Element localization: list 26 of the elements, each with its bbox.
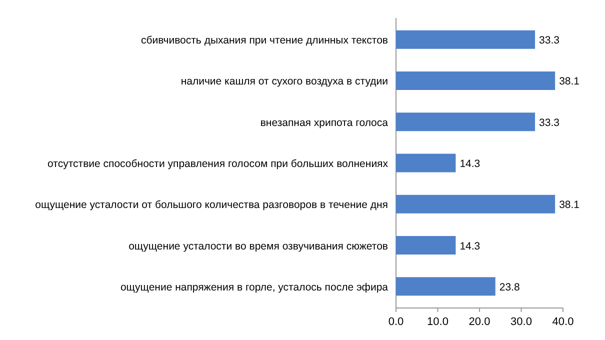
data-label: 33.3 xyxy=(539,34,560,47)
data-label: 14.3 xyxy=(460,158,480,170)
bar xyxy=(396,112,536,132)
bar xyxy=(396,71,556,90)
data-label: 23.8 xyxy=(499,281,520,294)
data-label: 14.3 xyxy=(460,240,480,252)
x-tick-label: 0.0 xyxy=(388,316,404,328)
y-tick-label: наличие кашля от сухого воздуха в студии xyxy=(180,76,388,88)
data-label: 38.1 xyxy=(559,199,580,212)
y-tick-label: сбивчивость дыхания при чтение длинных текстов xyxy=(141,34,388,47)
y-tick-label: ощущение усталости во время озвучивания сюжетов xyxy=(128,240,388,252)
x-tick-label: 30.0 xyxy=(510,316,532,328)
x-tick-label: 10.0 xyxy=(427,316,448,328)
x-tick-label: 40.0 xyxy=(552,316,574,328)
bar xyxy=(396,30,536,49)
data-label: 38.1 xyxy=(559,76,580,88)
bar xyxy=(396,236,456,255)
y-tick-label: отсутствие способности управления голосом при больших волнениях xyxy=(48,158,389,170)
bar xyxy=(396,194,556,214)
y-tick-label: ощущение усталости от большого количества разговоров в течение дня xyxy=(35,199,388,212)
x-tick-label: 20.0 xyxy=(468,316,490,328)
bar xyxy=(396,154,456,172)
y-tick-label: ощущение напряжения в горле, усталось после эфира xyxy=(120,281,388,294)
y-tick-label: внезапная хрипота голоса xyxy=(260,116,388,129)
bar xyxy=(396,277,496,296)
data-label: 33.3 xyxy=(539,116,560,129)
